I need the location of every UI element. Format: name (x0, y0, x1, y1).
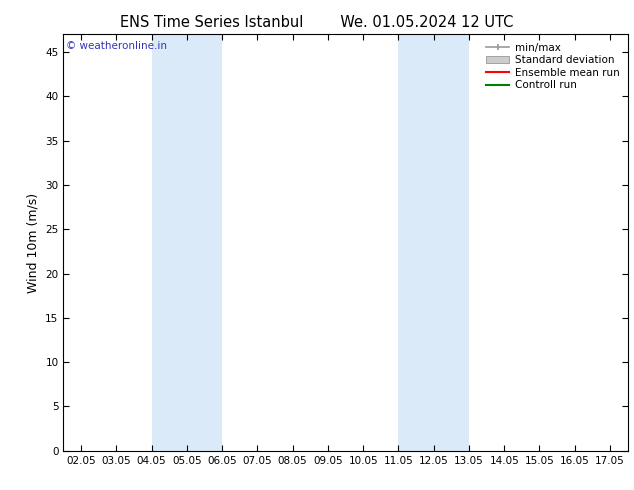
Text: © weatheronline.in: © weatheronline.in (66, 41, 167, 50)
Text: ENS Time Series Istanbul        We. 01.05.2024 12 UTC: ENS Time Series Istanbul We. 01.05.2024 … (120, 15, 514, 30)
Legend: min/max, Standard deviation, Ensemble mean run, Controll run: min/max, Standard deviation, Ensemble me… (483, 40, 623, 94)
Bar (152, 34, 222, 451)
Y-axis label: Wind 10m (m/s): Wind 10m (m/s) (27, 193, 40, 293)
Bar (398, 34, 469, 451)
